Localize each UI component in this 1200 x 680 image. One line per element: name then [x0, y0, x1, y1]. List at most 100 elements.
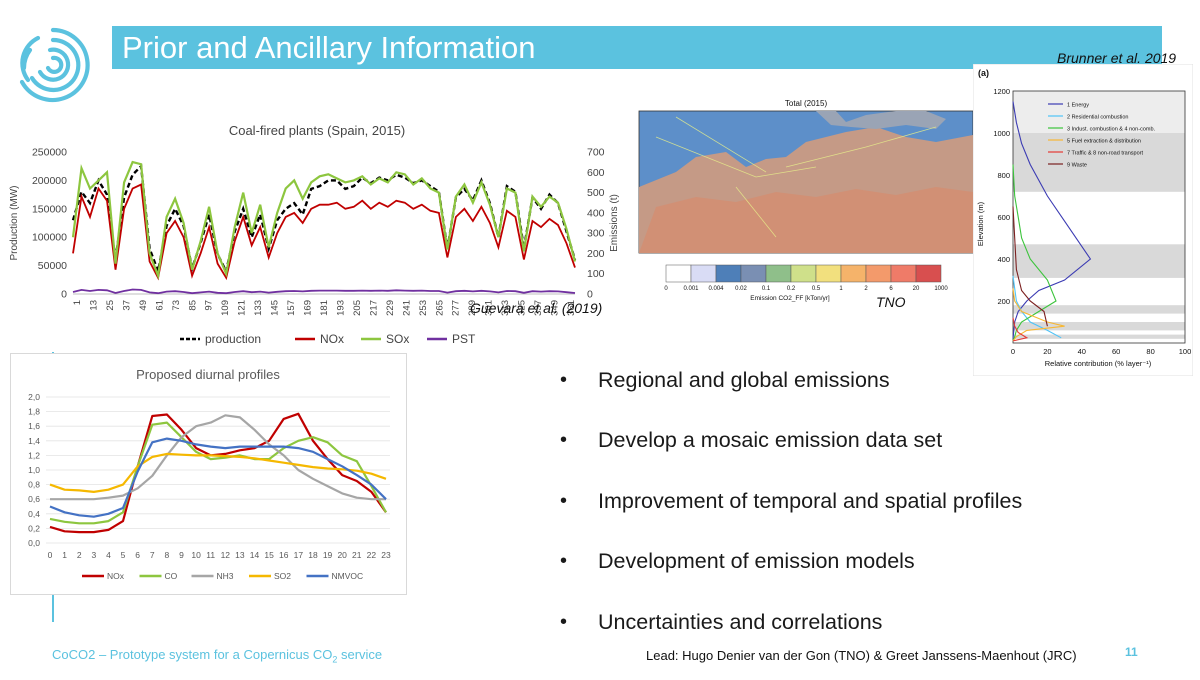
colorbar-segment	[915, 264, 942, 283]
x-tick-label: 19	[323, 550, 333, 560]
y-tick-label: 0	[61, 289, 67, 301]
legend-item: 3 Indust. combustion & 4 non-comb.	[1048, 127, 1156, 133]
colorbar-tick: 0.004	[708, 286, 724, 292]
y-tick-label: 1200	[993, 87, 1010, 96]
x-tick-label: 181	[319, 300, 330, 316]
x-tick-label: 80	[1146, 347, 1154, 356]
x-tick-label: 9	[179, 550, 184, 560]
svg-text:production: production	[205, 332, 261, 346]
svg-text:PST: PST	[452, 332, 476, 346]
colorbar-label: Emission CO2_FF [kTon/yr]	[750, 295, 830, 302]
x-tick-label: 15	[264, 550, 274, 560]
y2-tick-label: 500	[587, 187, 605, 199]
x-tick-label: 157	[286, 300, 297, 316]
bullet-list: • Regional and global emissions • Develop …	[560, 350, 1120, 653]
y-tick-label: 800	[997, 171, 1010, 180]
colorbar-segment	[740, 264, 767, 283]
legend-item: SO2	[249, 571, 291, 581]
colorbar-tick: 1	[839, 286, 843, 292]
y-tick-label: 150000	[32, 203, 67, 215]
x-tick-label: 217	[368, 300, 379, 316]
legend-item: NMVOC	[306, 571, 364, 581]
legend-item: NOx	[82, 571, 125, 581]
colorbar-segment	[665, 264, 692, 283]
x-tick-label: 49	[138, 300, 149, 311]
svg-text:NMVOC: NMVOC	[332, 571, 364, 581]
x-tick-label: 20	[337, 550, 347, 560]
svg-text:NOx: NOx	[320, 332, 344, 346]
elevation-profile-chart: (a) 0 20 40 60 80 100 200 400 600 800 1000 1200 1 E…	[973, 64, 1193, 376]
y-tick-label: 1,4	[28, 436, 40, 446]
colorbar-tick: 0.2	[787, 286, 796, 292]
x-tick-label: 3	[91, 550, 96, 560]
x-tick-label: 14	[250, 550, 260, 560]
emission-map: Total (2015) 0 0.001 0.004 0.02 0.1 0.2 0.5 1 2 6…	[638, 99, 974, 310]
y-tick-label: 1,2	[28, 450, 40, 460]
legend-item: 7 Traffic & 8 non-road transport	[1048, 151, 1143, 157]
layer-band	[1013, 334, 1185, 339]
legend-item: SOx	[361, 332, 409, 346]
coal-plants-chart: Coal-fired plants (Spain, 2015) 05000010…	[9, 123, 620, 346]
x-tick-label: 337	[533, 300, 544, 316]
x-tick-label: 5	[121, 550, 126, 560]
y2-tick-label: 600	[587, 167, 605, 179]
colorbar-tick: 0.001	[683, 286, 699, 292]
colorbar-segment	[790, 264, 817, 283]
x-tick-label: 37	[121, 300, 132, 311]
legend-item: production	[180, 332, 261, 346]
footer-project: CoCO2 – Prototype system for a Copernicu…	[52, 647, 383, 665]
y-tick-label: 200	[997, 297, 1010, 306]
x-tick-label: 20	[1043, 347, 1051, 356]
bullet-item: • Regional and global emissions	[560, 367, 890, 392]
svg-text:SOx: SOx	[386, 332, 409, 346]
map-title: Total (2015)	[785, 99, 828, 108]
x-tick-label: 97	[204, 300, 215, 311]
bullet-item: • Improvement of temporal and spatial pro…	[560, 488, 1023, 513]
x-tick-label: 12	[221, 550, 231, 560]
x-tick-label: 361	[566, 300, 577, 316]
footer-lead: Lead: Hugo Denier van der Gon (TNO) & Gr…	[646, 648, 1077, 663]
x-tick-label: 11	[206, 550, 215, 560]
svg-text:9 Waste: 9 Waste	[1067, 163, 1087, 169]
x-tick-label: 100	[1179, 347, 1192, 356]
x-tick-label: 13	[88, 300, 99, 311]
x-tick-label: 253	[418, 300, 429, 316]
layer-band	[1013, 244, 1185, 278]
layer-band	[1013, 322, 1185, 331]
x-tick-label: 17	[294, 550, 304, 560]
x-tick-label: 349	[550, 300, 561, 316]
land-detail	[639, 187, 973, 253]
layer-band	[1013, 305, 1185, 314]
x-tick-label: 22	[367, 550, 377, 560]
x-tick-label: 23	[381, 550, 391, 560]
x-tick-label: 133	[253, 300, 264, 316]
x-tick-label: 265	[434, 300, 445, 316]
svg-text:NH3: NH3	[217, 571, 234, 581]
y-tick-label: 1,6	[28, 421, 40, 431]
y2-tick-label: 0	[587, 289, 593, 301]
y-tick-label: 200000	[32, 175, 67, 187]
colorbar-tick: 0.02	[735, 286, 747, 292]
x-tick-label: 121	[237, 300, 248, 316]
series-so2	[49, 452, 387, 493]
profile-line	[1012, 317, 1029, 342]
x-tick-label: 241	[401, 300, 412, 316]
x-tick-label: 145	[270, 300, 281, 316]
colorbar-segment	[865, 264, 892, 283]
svg-text:5 Fuel extraction & distributi: 5 Fuel extraction & distribution	[1067, 139, 1141, 145]
y2-tick-label: 400	[587, 207, 605, 219]
y-tick-label: 1,0	[28, 465, 40, 475]
x-tick-label: 61	[154, 300, 165, 311]
y-tick-label: 0,6	[28, 494, 40, 504]
x-tick-label: 13	[235, 550, 245, 560]
y2-tick-label: 100	[587, 268, 605, 280]
x-tick-label: 1	[72, 300, 83, 305]
plot-frame	[1012, 90, 1186, 344]
x-tick-label: 16	[279, 550, 289, 560]
x-tick-label: 2	[77, 550, 82, 560]
y-tick-label: 50000	[38, 260, 67, 272]
svg-text:SO2: SO2	[274, 571, 291, 581]
x-tick-label: 193	[335, 300, 346, 316]
x-tick-label: 277	[451, 300, 462, 316]
svg-text:1 Energy: 1 Energy	[1067, 103, 1089, 109]
